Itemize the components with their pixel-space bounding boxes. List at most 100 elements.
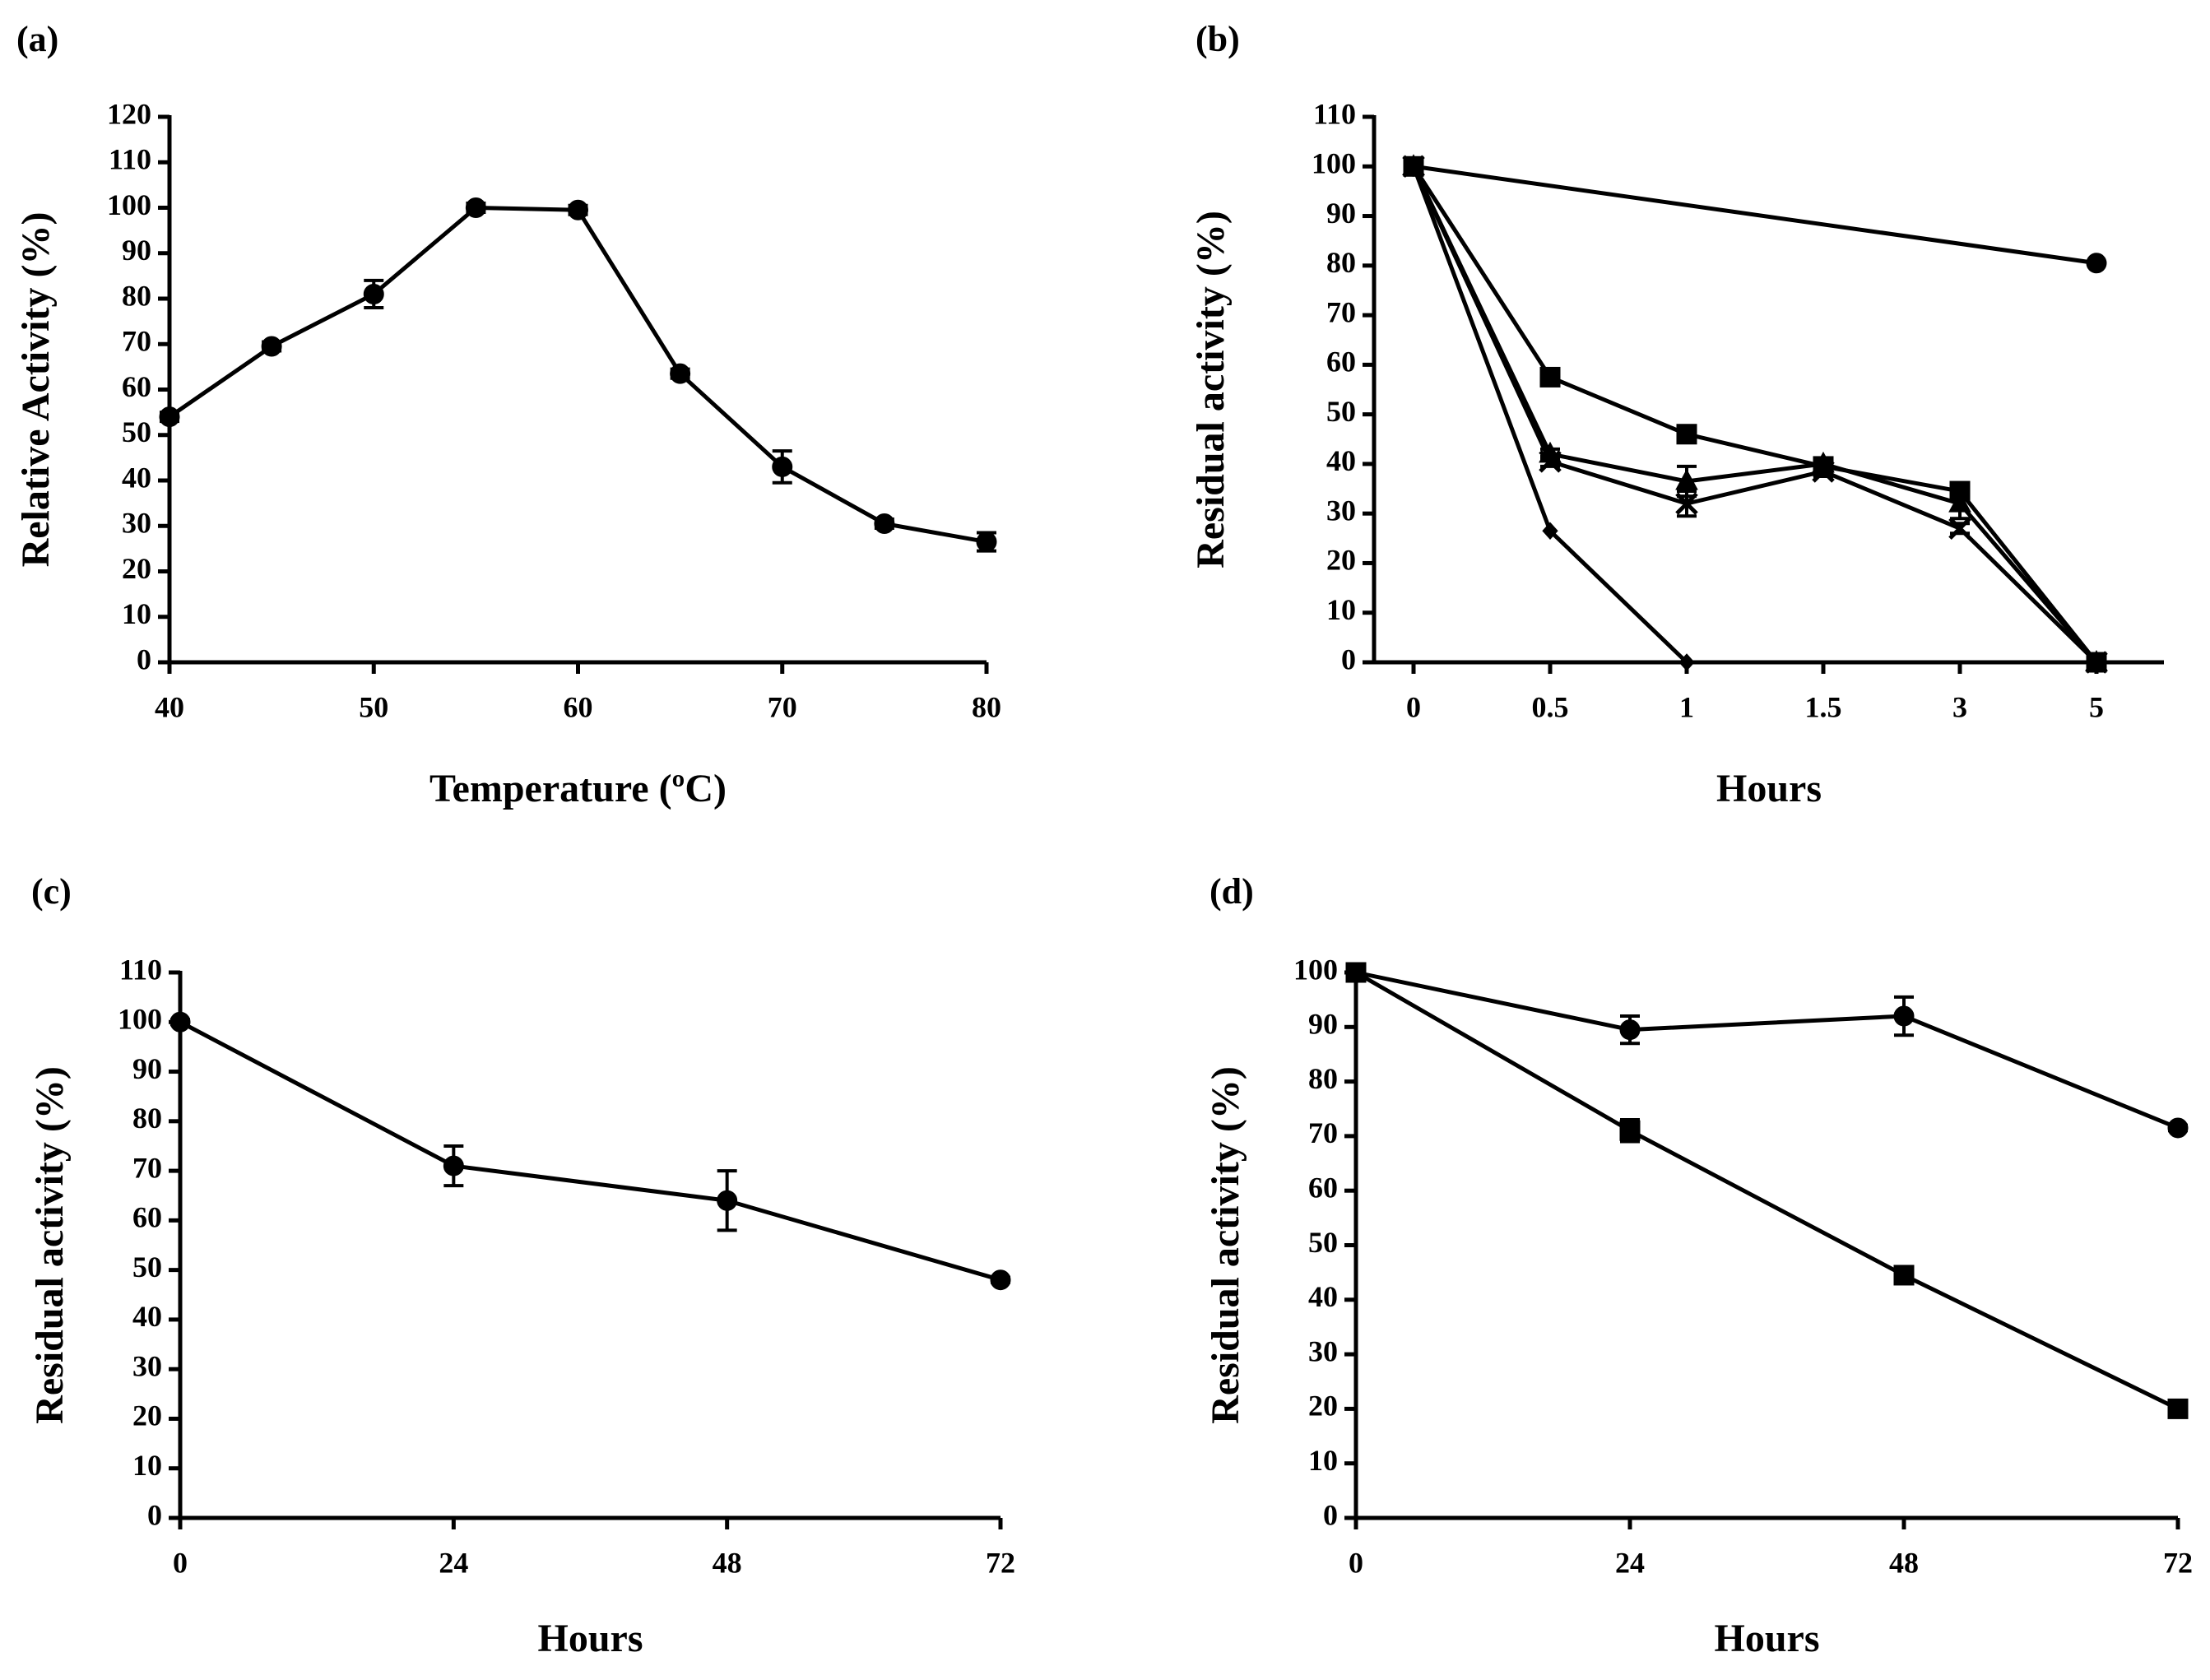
y-tick-label: 80 [122, 279, 151, 312]
series-line [168, 206, 987, 545]
y-tick-label: 110 [119, 953, 162, 986]
panel-label: (d) [1209, 871, 1254, 912]
y-tick-label: 0 [1323, 1498, 1338, 1531]
y-tick-label: 30 [1308, 1334, 1338, 1367]
y-tick-label: 0 [1341, 643, 1356, 675]
point [1539, 366, 1561, 388]
x-tick-label: 40 [155, 690, 184, 723]
point [874, 513, 895, 534]
y-tick-label: 110 [109, 143, 151, 176]
y-axis-title: Residual activity (%) [28, 1066, 72, 1424]
y-tick-label: 60 [1326, 346, 1356, 378]
y-tick-label: 100 [107, 188, 151, 221]
y-tick-label: 100 [1293, 953, 1338, 986]
y-tick-label: 120 [107, 97, 151, 130]
y-tick-label: 40 [1326, 444, 1356, 477]
panel-label: (b) [1196, 19, 1240, 59]
y-tick-label: 20 [1326, 544, 1356, 577]
y-tick-label: 40 [122, 461, 151, 494]
x-tick-label: 50 [359, 690, 388, 723]
point [2086, 253, 2107, 274]
y-tick-label: 10 [1326, 593, 1356, 626]
point [1619, 1120, 1641, 1141]
y-axis-title: Residual activity (%) [1189, 211, 1233, 569]
point [1675, 492, 1698, 515]
y-tick-label: 80 [1308, 1062, 1338, 1095]
y-tick-label: 20 [122, 552, 151, 585]
y-tick-label: 30 [1326, 494, 1356, 527]
y-tick-label: 10 [1308, 1444, 1338, 1477]
panel-label: (c) [31, 871, 72, 912]
x-tick-label: 1.5 [1805, 690, 1842, 723]
series-line [1411, 165, 2098, 664]
point [1893, 1265, 1915, 1286]
x-axis-title: Hours [1714, 1617, 1819, 1660]
y-axis-title: Relative Activity (%) [14, 212, 58, 568]
y-tick-label: 30 [132, 1349, 162, 1382]
y-tick-label: 90 [122, 234, 151, 267]
y-tick-label: 70 [122, 325, 151, 358]
point [670, 363, 691, 384]
y-axis-title: Residual activity (%) [1204, 1066, 1247, 1424]
y-tick-label: 110 [1313, 97, 1356, 130]
point [443, 1155, 464, 1176]
y-tick-label: 50 [122, 415, 151, 448]
point [465, 197, 486, 218]
x-axis-title: Temperature (ºC) [429, 767, 727, 810]
point [772, 456, 793, 477]
point [1405, 157, 1422, 176]
point [990, 1269, 1011, 1291]
series-line [1413, 164, 2097, 266]
point [1619, 1019, 1641, 1041]
y-tick-label: 60 [1308, 1171, 1338, 1204]
point [2167, 1117, 2189, 1139]
series-line [1354, 970, 2180, 1411]
point [1893, 1005, 1915, 1027]
y-tick-label: 50 [1308, 1226, 1338, 1259]
x-tick-label: 72 [2163, 1546, 2193, 1579]
y-tick-label: 70 [1326, 295, 1356, 328]
x-tick-label: 60 [564, 690, 593, 723]
y-tick-label: 0 [137, 643, 151, 675]
point [1542, 522, 1558, 541]
x-tick-label: 70 [768, 690, 797, 723]
point [1539, 450, 1562, 473]
y-tick-label: 50 [132, 1251, 162, 1283]
x-axis-title: Hours [537, 1617, 643, 1660]
series-line [1411, 165, 2098, 664]
y-tick-label: 90 [1308, 1008, 1338, 1041]
x-tick-label: 0 [173, 1546, 188, 1579]
series-line [1355, 970, 2179, 1130]
y-tick-label: 40 [1308, 1280, 1338, 1313]
y-tick-label: 10 [122, 597, 151, 630]
y-tick-label: 50 [1326, 395, 1356, 428]
point [1948, 517, 1971, 541]
y-tick-label: 90 [1326, 197, 1356, 230]
point [717, 1190, 738, 1211]
y-tick-label: 100 [1312, 147, 1356, 180]
y-tick-label: 80 [1326, 246, 1356, 279]
panel-label: (a) [16, 19, 58, 59]
point [261, 336, 282, 357]
point [568, 199, 588, 220]
point [363, 283, 384, 304]
series-line [1411, 165, 1688, 664]
y-tick-label: 10 [132, 1449, 162, 1482]
y-tick-label: 0 [147, 1498, 162, 1531]
point [1675, 468, 1698, 490]
x-tick-label: 80 [972, 690, 1001, 723]
y-tick-label: 60 [132, 1201, 162, 1234]
y-tick-label: 100 [118, 1003, 162, 1036]
series-line [1411, 165, 2098, 664]
y-tick-label: 40 [132, 1300, 162, 1333]
point [1948, 491, 1971, 513]
x-tick-label: 24 [439, 1546, 468, 1579]
x-tick-label: 48 [713, 1546, 742, 1579]
y-tick-label: 80 [132, 1102, 162, 1135]
x-tick-label: 5 [2089, 690, 2104, 723]
y-tick-label: 60 [122, 370, 151, 403]
y-tick-label: 20 [132, 1399, 162, 1432]
point [2167, 1398, 2189, 1419]
x-tick-label: 48 [1889, 1546, 1919, 1579]
